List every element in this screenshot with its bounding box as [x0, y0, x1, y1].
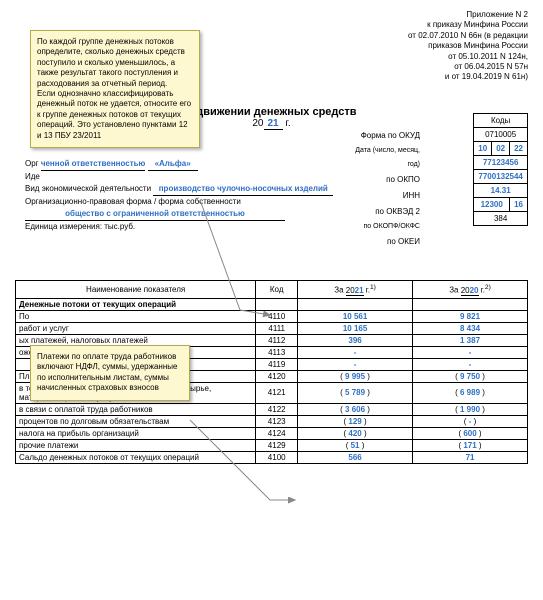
- codes-table: Коды 0710005 100222 77123456 7700132544 …: [473, 113, 528, 226]
- annotation-note-1: По каждой группе денежных потоков опреде…: [30, 30, 200, 148]
- codes-labels: Форма по ОКУД Дата (число, месяц, год) п…: [350, 128, 420, 250]
- table-row: работ и услуг411110 1658 434: [16, 322, 528, 334]
- org-meta: Орг ченной ответственностью «Альфа» Иде …: [25, 158, 345, 233]
- table-row: налога на прибыль организаций4124( 420 )…: [16, 427, 528, 439]
- annotation-note-2: Платежи по оплате труда работников включ…: [30, 345, 190, 401]
- table-row: По411010 5619 821: [16, 310, 528, 322]
- table-row: прочие платежи4129( 51 )( 171 ): [16, 439, 528, 451]
- regulatory-header: Приложение N 2 к приказу Минфина России …: [408, 10, 528, 83]
- table-row: в связи с оплатой труда работников4122( …: [16, 403, 528, 415]
- table-row: процентов по долговым обязательствам4123…: [16, 415, 528, 427]
- table-row: Сальдо денежных потоков от текущих опера…: [16, 451, 528, 463]
